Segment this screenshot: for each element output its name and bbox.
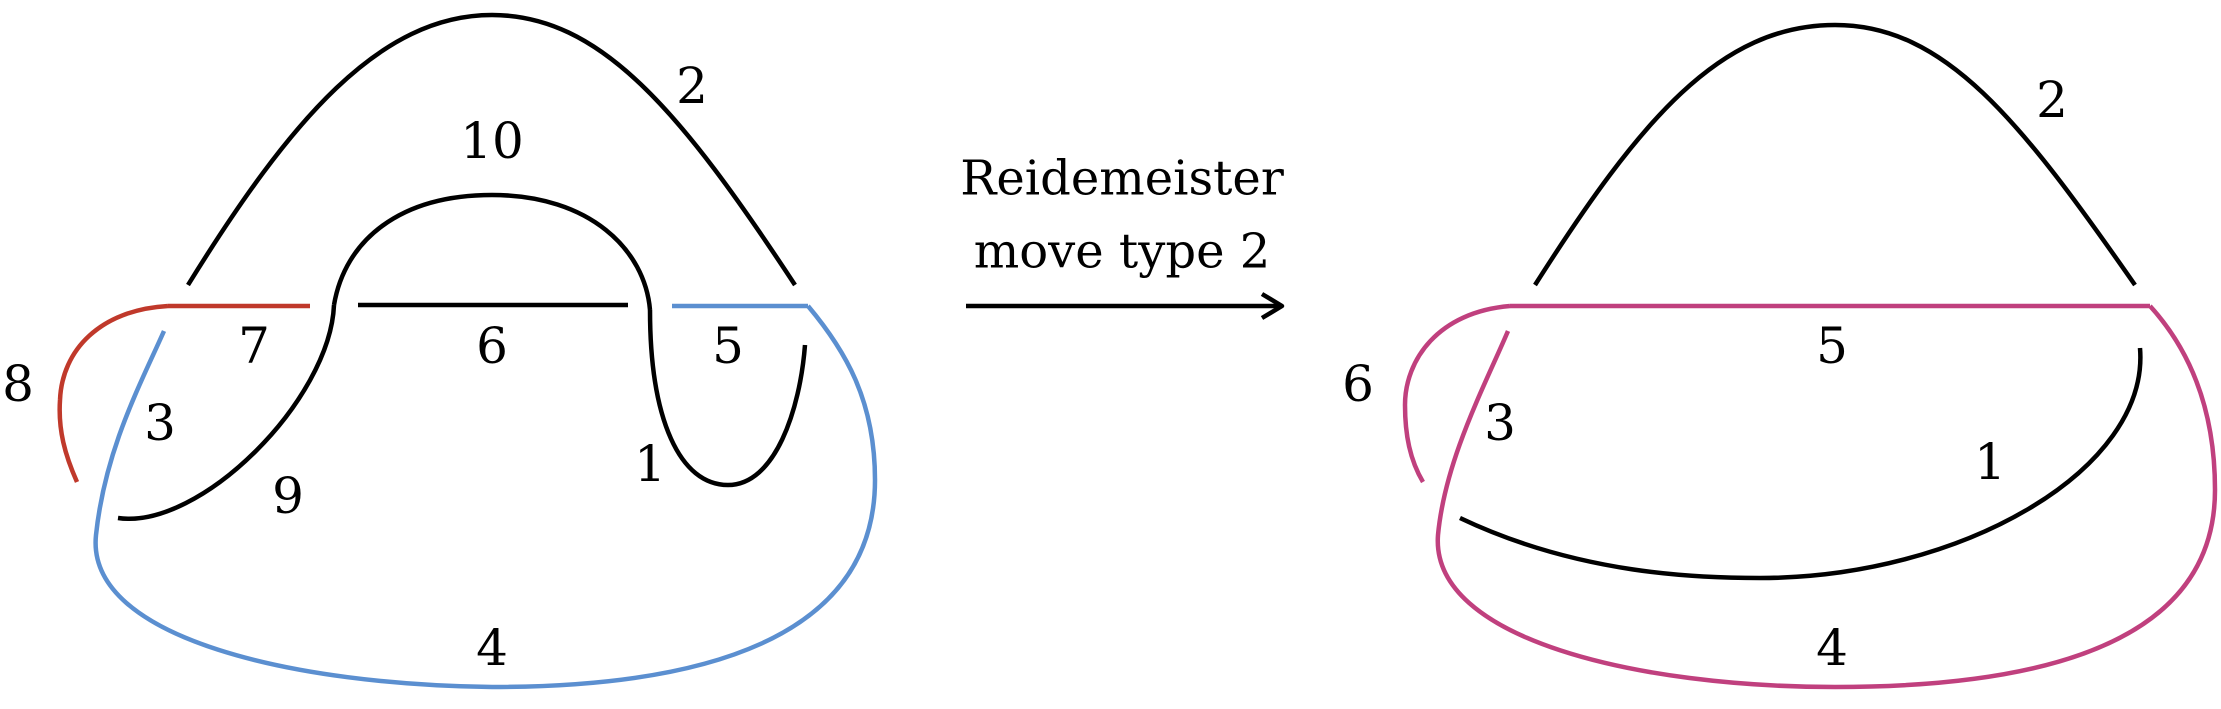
left-arc-8 <box>57 303 169 483</box>
left-knot-diagram: 2 10 7 6 5 8 3 1 9 4 <box>2 12 878 690</box>
left-arc-3-4 <box>93 304 878 690</box>
right-arc-1 <box>1459 347 2143 581</box>
left-label-1: 1 <box>634 435 666 493</box>
right-label-4: 4 <box>1816 619 1848 677</box>
left-label-8: 8 <box>2 355 34 413</box>
left-arc-10 <box>331 192 653 311</box>
left-label-7: 7 <box>238 317 270 375</box>
left-label-6: 6 <box>476 317 508 375</box>
left-label-10: 10 <box>460 112 524 170</box>
left-label-2: 2 <box>676 57 708 115</box>
arrow-head-icon <box>1260 292 1285 320</box>
left-arc-1 <box>647 309 808 488</box>
left-label-5: 5 <box>712 317 744 375</box>
right-label-1: 1 <box>1974 433 2006 491</box>
reidemeister-move-arrow: Reidemeister move type 2 <box>960 151 1285 320</box>
right-label-3: 3 <box>1484 394 1516 452</box>
right-arc-6 <box>1402 303 1511 484</box>
left-label-4: 4 <box>476 619 508 677</box>
left-arc-2 <box>186 12 797 287</box>
right-label-2: 2 <box>2036 71 2068 129</box>
left-label-9: 9 <box>272 467 304 525</box>
move-caption-line-2: move type 2 <box>974 224 1271 280</box>
right-arc-3-4 <box>1435 304 2218 690</box>
right-arc-2 <box>1533 22 2137 287</box>
move-caption-line-1: Reidemeister <box>960 151 1284 207</box>
right-label-5: 5 <box>1816 317 1848 375</box>
left-arc-9 <box>117 304 337 522</box>
right-knot-diagram: 2 5 6 3 1 4 <box>1342 22 2218 690</box>
left-label-3: 3 <box>144 394 176 452</box>
right-label-6: 6 <box>1342 355 1374 413</box>
